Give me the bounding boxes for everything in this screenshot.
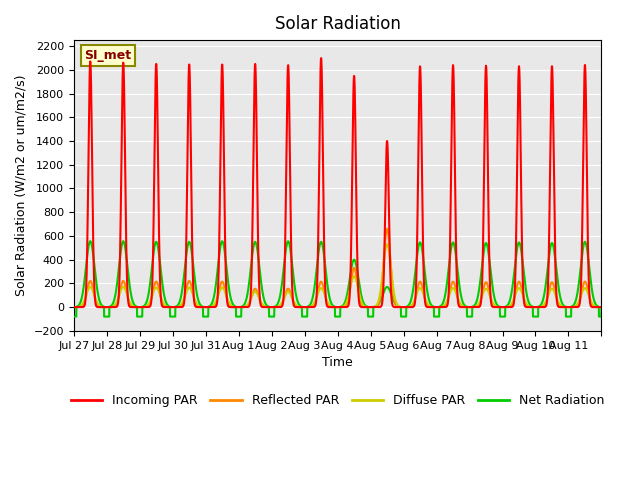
Y-axis label: Solar Radiation (W/m2 or um/m2/s): Solar Radiation (W/m2 or um/m2/s) xyxy=(15,75,28,296)
X-axis label: Time: Time xyxy=(322,356,353,369)
Legend: Incoming PAR, Reflected PAR, Diffuse PAR, Net Radiation: Incoming PAR, Reflected PAR, Diffuse PAR… xyxy=(66,389,609,412)
Text: SI_met: SI_met xyxy=(84,49,131,62)
Title: Solar Radiation: Solar Radiation xyxy=(275,15,401,33)
